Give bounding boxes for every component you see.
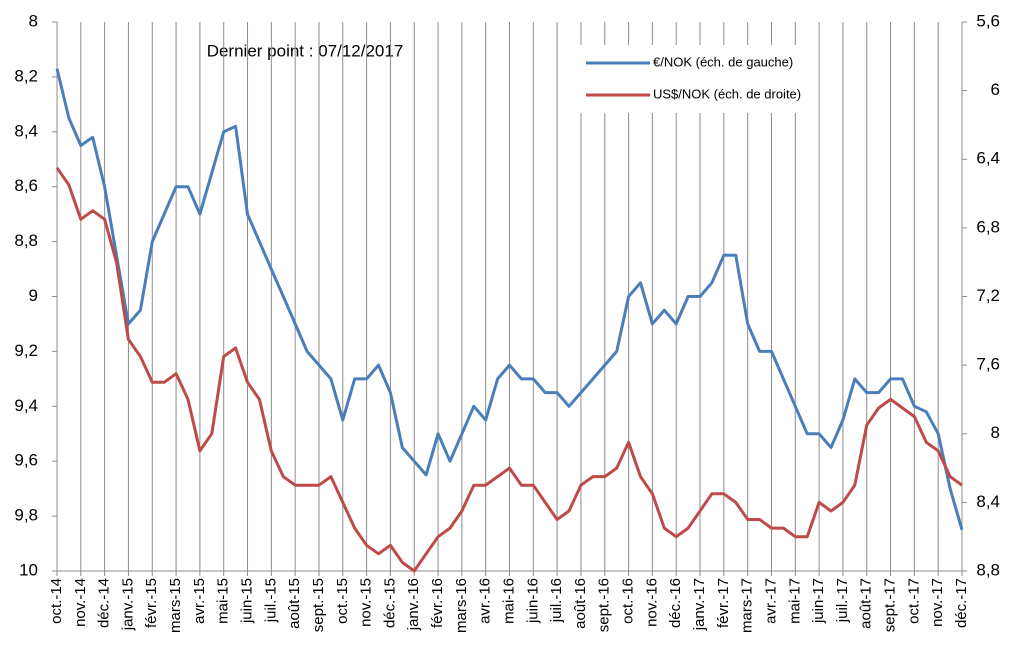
series-line bbox=[55, 166, 963, 573]
x-tick-label: sept.-15 bbox=[310, 578, 327, 632]
y-tick-label: 8 bbox=[29, 11, 38, 30]
x-tick-label: août-17 bbox=[858, 578, 875, 629]
x-tick-label: févr.-17 bbox=[715, 578, 732, 628]
x-tick-label: juil.-16 bbox=[548, 578, 565, 623]
y2-tick-label: 8,4 bbox=[976, 492, 1000, 511]
x-tick-label: déc.-17 bbox=[953, 578, 970, 628]
y2-tick-label: 5,6 bbox=[976, 11, 1000, 30]
legend-label: US$/NOK (éch. de droite) bbox=[653, 86, 801, 101]
x-tick-label: oct.-17 bbox=[905, 578, 922, 624]
y-tick-label: 8,4 bbox=[14, 121, 38, 140]
x-tick-label: mars-16 bbox=[453, 578, 470, 633]
x-tick-label: juil.-17 bbox=[834, 578, 851, 623]
x-tick-label: nov.-15 bbox=[358, 578, 375, 627]
x-tick-label: févr.-15 bbox=[143, 578, 160, 628]
y-tick-label: 9 bbox=[29, 286, 38, 305]
x-tick-label: juin-16 bbox=[524, 578, 541, 624]
y-tick-label: 10 bbox=[19, 560, 38, 579]
y2-tick-label: 7,6 bbox=[976, 355, 1000, 374]
x-tick-label: sept.-16 bbox=[596, 578, 613, 632]
y-tick-label: 8,8 bbox=[14, 231, 38, 250]
x-tick-label: oct.-15 bbox=[334, 578, 351, 624]
x-tick-label: août-15 bbox=[286, 578, 303, 629]
y2-tick-label: 7,2 bbox=[976, 286, 1000, 305]
y2-tick-label: 8 bbox=[991, 423, 1000, 442]
x-tick-label: mai-17 bbox=[786, 578, 803, 624]
y-tick-label: 9,2 bbox=[14, 341, 38, 360]
x-tick-label: juin-17 bbox=[810, 578, 827, 624]
annotation: Dernier point : 07/12/2017 bbox=[207, 41, 404, 60]
x-tick-label: mai-16 bbox=[500, 578, 517, 624]
x-tick-label: janv.-17 bbox=[691, 578, 708, 631]
x-tick-label: févr.-16 bbox=[429, 578, 446, 628]
x-tick-label: sept.-17 bbox=[882, 578, 899, 632]
legend-box bbox=[578, 45, 815, 113]
x-tick-label: nov.-17 bbox=[929, 578, 946, 627]
y-tick-label: 8,2 bbox=[14, 66, 38, 85]
legend-label: €/NOK (éch. de gauche) bbox=[653, 54, 793, 69]
x-tick-label: déc.-15 bbox=[381, 578, 398, 628]
x-tick-label: janv.-15 bbox=[119, 578, 136, 631]
y2-tick-label: 6,4 bbox=[976, 149, 1000, 168]
y-tick-label: 9,4 bbox=[14, 396, 38, 415]
y2-tick-label: 8,8 bbox=[976, 560, 1000, 579]
x-tick-label: mai-15 bbox=[215, 578, 232, 624]
series-line bbox=[55, 68, 964, 531]
x-tick-label: août-16 bbox=[572, 578, 589, 629]
x-tick-label: oct.-16 bbox=[620, 578, 637, 624]
x-tick-label: déc.-14 bbox=[96, 578, 113, 628]
x-tick-label: mars-17 bbox=[739, 578, 756, 633]
x-tick-label: nov.-14 bbox=[72, 578, 89, 627]
x-tick-label: janv.-16 bbox=[405, 578, 422, 631]
y-tick-label: 8,6 bbox=[14, 176, 38, 195]
y-tick-label: 9,8 bbox=[14, 506, 38, 525]
x-tick-label: avr.-15 bbox=[191, 578, 208, 624]
x-tick-label: nov.-16 bbox=[643, 578, 660, 627]
y2-tick-label: 6,8 bbox=[976, 217, 1000, 236]
x-tick-label: déc.-16 bbox=[667, 578, 684, 628]
x-tick-label: avr.-17 bbox=[762, 578, 779, 624]
x-tick-label: avr.-16 bbox=[477, 578, 494, 624]
x-tick-label: juin-15 bbox=[238, 578, 255, 624]
y-tick-label: 9,6 bbox=[14, 451, 38, 470]
x-tick-label: mars-15 bbox=[167, 578, 184, 633]
y2-tick-label: 6 bbox=[991, 80, 1000, 99]
x-tick-label: oct.-14 bbox=[48, 578, 65, 624]
x-tick-label: juil.-15 bbox=[262, 578, 279, 623]
